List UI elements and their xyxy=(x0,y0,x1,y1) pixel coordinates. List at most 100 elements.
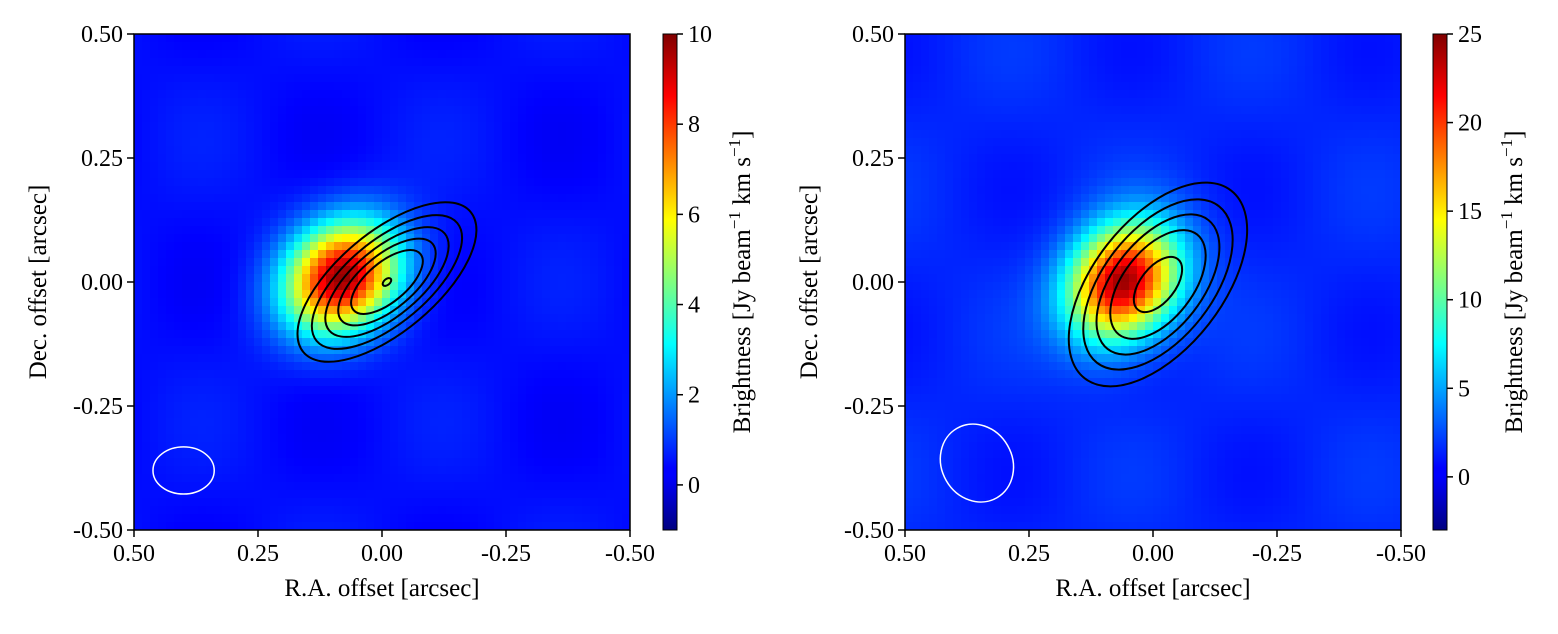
heatmap-cell xyxy=(350,162,359,171)
heatmap-cell xyxy=(342,50,351,59)
heatmap-cell xyxy=(1209,42,1218,51)
heatmap-cell xyxy=(1377,138,1386,147)
heatmap-cell xyxy=(558,514,567,523)
heatmap-cell xyxy=(414,386,423,395)
heatmap-cell xyxy=(438,514,447,523)
heatmap-cell xyxy=(518,234,527,243)
heatmap-cell xyxy=(590,250,599,259)
heatmap-cell xyxy=(158,122,167,131)
heatmap-cell xyxy=(206,42,215,51)
heatmap-cell xyxy=(262,42,271,51)
heatmap-cell xyxy=(510,386,519,395)
heatmap-cell xyxy=(206,122,215,131)
heatmap-cell xyxy=(374,202,383,211)
heatmap-cell xyxy=(254,346,263,355)
heatmap-cell xyxy=(518,186,527,195)
heatmap-cell xyxy=(550,170,559,179)
heatmap-cell xyxy=(166,114,175,123)
heatmap-cell xyxy=(302,50,311,59)
heatmap-cell xyxy=(438,410,447,419)
heatmap-cell xyxy=(190,514,199,523)
heatmap-cell xyxy=(542,258,551,267)
heatmap-cell xyxy=(270,418,279,427)
heatmap-cell xyxy=(486,186,495,195)
heatmap-cell xyxy=(969,130,978,139)
heatmap-cell xyxy=(398,226,407,235)
heatmap-cell xyxy=(142,498,151,507)
heatmap-cell xyxy=(422,186,431,195)
heatmap-cell xyxy=(470,42,479,51)
heatmap-cell xyxy=(566,386,575,395)
heatmap-cell xyxy=(286,122,295,131)
heatmap-cell xyxy=(1073,82,1082,91)
heatmap-cell xyxy=(1097,50,1106,59)
heatmap-cell xyxy=(294,146,303,155)
heatmap-cell xyxy=(1385,146,1394,155)
heatmap-cell xyxy=(446,282,455,291)
heatmap-cell xyxy=(574,122,583,131)
heatmap-cell xyxy=(574,330,583,339)
heatmap-cell xyxy=(286,130,295,139)
heatmap-cell xyxy=(478,258,487,267)
heatmap-cell xyxy=(510,522,519,530)
heatmap-cell xyxy=(574,306,583,315)
heatmap-cell xyxy=(462,178,471,187)
y-tick-label: 0.25 xyxy=(81,146,123,172)
heatmap-cell xyxy=(566,82,575,91)
heatmap-cell xyxy=(270,242,279,251)
heatmap-cell xyxy=(446,394,455,403)
heatmap-cell xyxy=(190,386,199,395)
heatmap-cell xyxy=(254,442,263,451)
heatmap-cell xyxy=(350,370,359,379)
y-axis-label: Dec. offset [arcsec] xyxy=(25,185,52,380)
heatmap-cell xyxy=(438,370,447,379)
heatmap-cell xyxy=(1033,74,1042,83)
heatmap-cell xyxy=(526,258,535,267)
heatmap-cell xyxy=(590,242,599,251)
heatmap-cell xyxy=(270,402,279,411)
heatmap-cell xyxy=(945,50,954,59)
heatmap-cell xyxy=(1065,122,1074,131)
heatmap-cell xyxy=(254,170,263,179)
heatmap-cell xyxy=(198,378,207,387)
heatmap-cell xyxy=(366,394,375,403)
heatmap-cell xyxy=(478,194,487,203)
heatmap-cell xyxy=(937,42,946,51)
heatmap-cell xyxy=(422,306,431,315)
heatmap-cell xyxy=(945,170,954,179)
heatmap-cell xyxy=(1185,50,1194,59)
heatmap-cell xyxy=(454,234,463,243)
heatmap-cell xyxy=(318,122,327,131)
heatmap-cell xyxy=(1313,50,1322,59)
heatmap-cell xyxy=(382,258,391,267)
heatmap-cell xyxy=(462,82,471,91)
heatmap-cell xyxy=(278,426,287,435)
heatmap-cell xyxy=(150,58,159,67)
heatmap-cell xyxy=(526,466,535,475)
heatmap-cell xyxy=(398,266,407,275)
heatmap-cell xyxy=(1249,114,1258,123)
heatmap-cell xyxy=(366,250,375,259)
heatmap-cell xyxy=(550,266,559,275)
heatmap-cell xyxy=(598,410,607,419)
heatmap-cell xyxy=(582,410,591,419)
heatmap-cell xyxy=(566,242,575,251)
x-tick-label: -0.25 xyxy=(481,541,531,567)
heatmap-cell xyxy=(446,234,455,243)
heatmap-cell xyxy=(454,66,463,75)
heatmap-cell xyxy=(438,234,447,243)
heatmap-cell xyxy=(318,170,327,179)
heatmap-cell xyxy=(166,338,175,347)
heatmap-cell xyxy=(614,122,623,131)
heatmap-cell xyxy=(566,338,575,347)
heatmap-cell xyxy=(929,74,938,83)
heatmap-cell xyxy=(230,362,239,371)
heatmap-cell xyxy=(558,466,567,475)
heatmap-cell xyxy=(582,386,591,395)
heatmap-cell xyxy=(494,506,503,515)
heatmap-cell xyxy=(518,42,527,51)
heatmap-cell xyxy=(358,170,367,179)
heatmap-cell xyxy=(166,50,175,59)
heatmap-cell xyxy=(1265,42,1274,51)
heatmap-cell xyxy=(214,330,223,339)
